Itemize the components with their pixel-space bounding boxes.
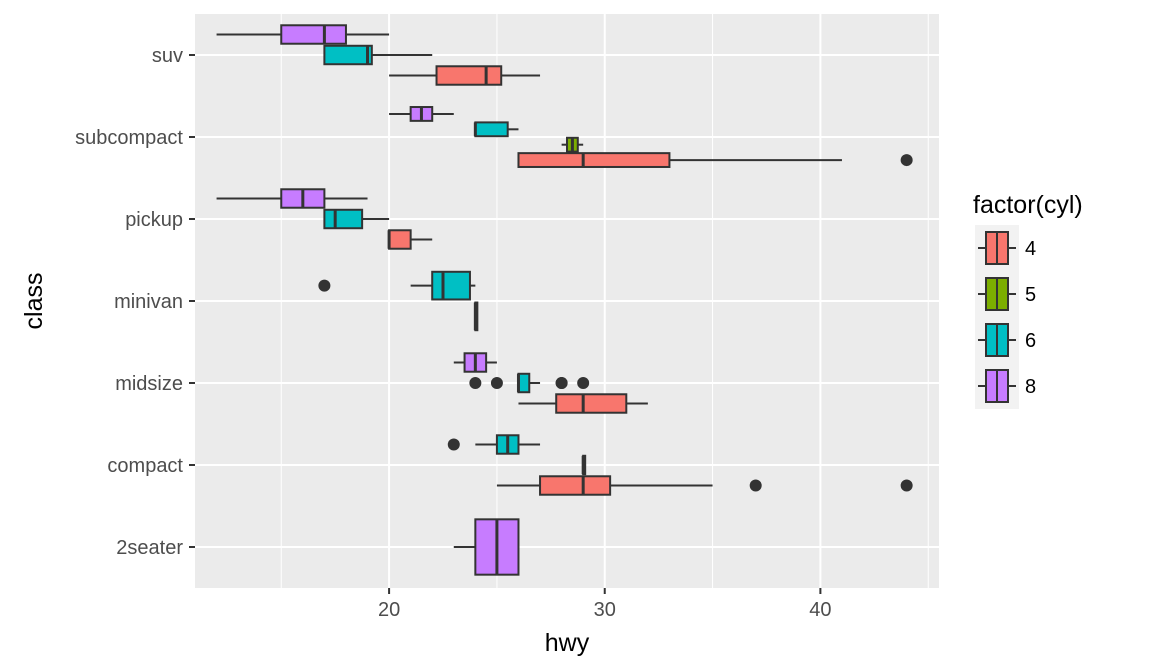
y-tick-label: compact [107,455,183,477]
box-subcompact-cyl4 [517,152,913,168]
box-suv-cyl8 [216,24,390,45]
box-iqr [517,372,531,394]
outlier-point [318,279,331,292]
outlier-point [900,154,913,167]
legend-key-cyl6: 6 [975,317,1036,363]
box-compact-cyl4 [496,475,913,496]
box-pickup-cyl8 [216,188,368,209]
box-iqr [539,475,612,496]
box-midsize-cyl6 [469,372,590,394]
x-axis: 20 30 40 [378,588,832,621]
legend-key-cyl8: 8 [975,363,1036,409]
boxes [216,24,913,576]
y-axis: 2seater compact midsize minivan pickup subcom… [75,45,195,559]
outlier-point [749,479,762,492]
outlier-point [900,479,913,492]
box-subcompact-cyl6 [473,121,519,138]
legend-label: 5 [1025,284,1036,306]
legend-label: 6 [1025,330,1036,352]
box-iqr [435,65,503,86]
box-compact-cyl6 [447,434,541,455]
outlier-point [490,377,503,389]
box-suv-cyl4 [389,65,541,86]
box-iqr [555,393,628,414]
box-iqr [517,152,671,168]
legend-title: factor(cyl) [973,191,1083,219]
box-midsize-cyl8 [453,352,497,373]
box-minivan-cyl6 [318,270,476,301]
box-iqr [474,121,509,138]
box-subcompact-cyl5 [561,136,584,153]
box-suv-cyl6 [323,44,433,66]
legend-label: 4 [1025,238,1036,260]
box-compact-cyl5 [581,454,587,476]
outlier-point [555,377,568,389]
box-pickup-cyl4 [387,229,433,250]
y-tick-label: suv [152,45,183,67]
box-iqr [388,229,412,250]
outlier-point [447,438,460,451]
y-tick-label: pickup [125,209,183,231]
legend-key-cyl5: 5 [975,271,1036,317]
x-tick-label: 20 [378,599,400,621]
y-axis-title: class [20,273,48,330]
x-tick-label: 40 [809,599,831,621]
box-minivan-cyl4 [473,301,479,332]
box-iqr [431,270,471,301]
y-tick-label: 2seater [116,537,183,559]
legend: factor(cyl) 4 5 6 8 [973,191,1083,409]
y-tick-label: subcompact [75,127,183,149]
box-iqr [323,208,364,230]
outlier-point [469,377,482,389]
box-subcompact-cyl8 [389,106,454,122]
x-tick-label: 30 [594,599,616,621]
legend-label: 8 [1025,376,1036,398]
box-iqr [280,24,347,45]
outlier-point [577,377,590,389]
y-tick-label: midsize [115,373,183,395]
box-pickup-cyl6 [323,208,390,230]
x-axis-title: hwy [545,629,590,657]
box-midsize-cyl4 [518,393,648,414]
box-2seater-cyl8 [453,518,520,576]
box-iqr [323,44,373,66]
y-tick-label: minivan [114,291,183,313]
legend-key-cyl4: 4 [975,225,1036,271]
